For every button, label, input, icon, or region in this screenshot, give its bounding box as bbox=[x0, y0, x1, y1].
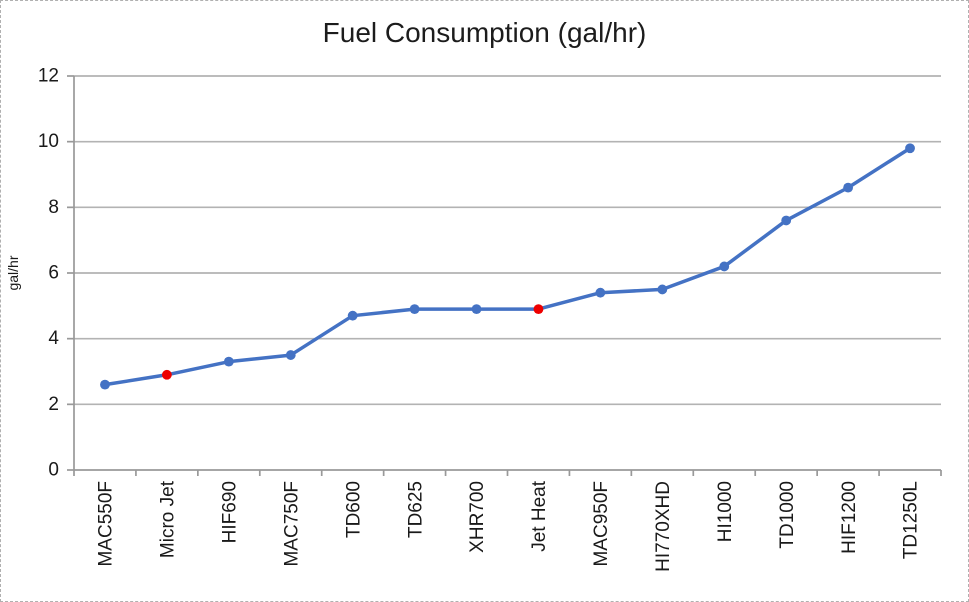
x-category-label: HIF1200 bbox=[839, 481, 860, 554]
data-point bbox=[347, 310, 358, 321]
x-category-label: TD600 bbox=[343, 481, 364, 538]
data-point bbox=[471, 304, 482, 315]
y-tick-label: 0 bbox=[48, 460, 59, 481]
data-point bbox=[223, 356, 234, 367]
x-category-label: Jet Heat bbox=[529, 480, 550, 551]
data-point-highlighted bbox=[533, 304, 544, 315]
data-point bbox=[409, 304, 420, 315]
x-category-label: Micro Jet bbox=[158, 480, 179, 558]
data-point bbox=[719, 261, 730, 272]
data-point bbox=[905, 143, 915, 154]
y-tick-label: 4 bbox=[48, 328, 59, 349]
x-category-label: HI770XHD bbox=[653, 481, 674, 572]
y-tick-label: 8 bbox=[48, 197, 59, 218]
x-category-label: MAC550F bbox=[96, 481, 117, 567]
data-point bbox=[657, 284, 668, 295]
series-line bbox=[103, 146, 912, 387]
x-category-label: HI1000 bbox=[715, 481, 736, 542]
y-tick-label: 10 bbox=[38, 131, 59, 152]
y-tick-label: 6 bbox=[48, 263, 59, 284]
x-category-label: TD1250L bbox=[901, 481, 922, 559]
data-point bbox=[285, 350, 296, 360]
y-tick-label: 2 bbox=[48, 394, 59, 415]
x-category-label: XHR700 bbox=[467, 481, 488, 553]
x-category-label: TD1000 bbox=[777, 481, 798, 549]
y-tick-label: 12 bbox=[38, 66, 59, 87]
x-category-label: MAC750F bbox=[281, 481, 302, 567]
data-point bbox=[781, 215, 792, 226]
x-category-label: MAC950F bbox=[591, 481, 612, 567]
x-category-label: HIF690 bbox=[219, 481, 240, 543]
y-axis-title: gal/hr bbox=[5, 255, 21, 290]
data-point bbox=[843, 182, 854, 193]
x-category-label: TD625 bbox=[405, 481, 426, 538]
data-point bbox=[595, 287, 606, 298]
data-point bbox=[100, 379, 110, 390]
data-point-highlighted bbox=[161, 369, 172, 380]
chart-title: Fuel Consumption (gal/hr) bbox=[322, 17, 647, 48]
